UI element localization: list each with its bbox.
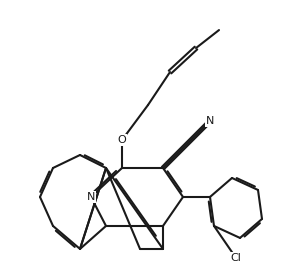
- Text: O: O: [118, 135, 127, 145]
- Text: N: N: [87, 192, 95, 202]
- Text: N: N: [206, 116, 214, 126]
- Text: Cl: Cl: [231, 253, 241, 263]
